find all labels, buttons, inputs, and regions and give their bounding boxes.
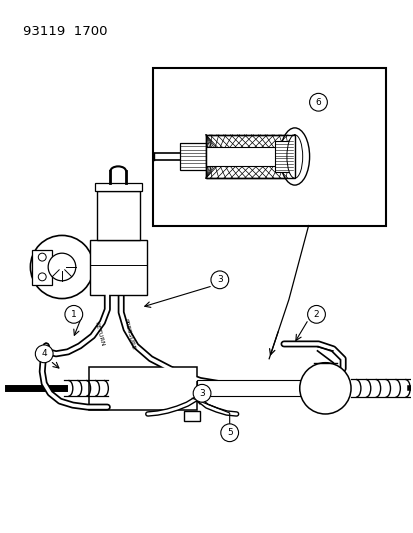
Text: 1: 1 (71, 310, 76, 319)
Bar (32, 250, 52, 285)
Circle shape (299, 362, 350, 414)
Bar (89, 240, 147, 295)
Bar (206, 135, 294, 178)
Circle shape (48, 253, 76, 281)
Text: RETURN: RETURN (93, 321, 105, 347)
Bar (180, 143, 207, 171)
Bar (184, 411, 199, 421)
Circle shape (307, 305, 325, 323)
Bar (88, 367, 197, 410)
Circle shape (65, 305, 83, 323)
Text: 3: 3 (216, 276, 222, 284)
Text: 4: 4 (41, 349, 47, 358)
Text: 2: 2 (313, 310, 318, 319)
Circle shape (220, 424, 238, 442)
Circle shape (211, 271, 228, 289)
Circle shape (30, 236, 93, 298)
Text: 5: 5 (226, 428, 232, 437)
Circle shape (35, 345, 53, 362)
Bar (94, 183, 142, 191)
Circle shape (309, 93, 327, 111)
Text: 6: 6 (315, 98, 320, 107)
Bar (152, 68, 385, 225)
Bar (197, 381, 325, 396)
Text: PRESSURE: PRESSURE (122, 318, 135, 350)
Text: 3: 3 (199, 389, 204, 398)
Ellipse shape (286, 135, 302, 178)
Bar (206, 147, 294, 166)
Bar (206, 135, 294, 178)
Bar (274, 141, 292, 172)
Ellipse shape (279, 128, 309, 185)
Bar (96, 191, 140, 240)
Circle shape (193, 384, 211, 402)
Text: 93119  1700: 93119 1700 (22, 25, 107, 38)
